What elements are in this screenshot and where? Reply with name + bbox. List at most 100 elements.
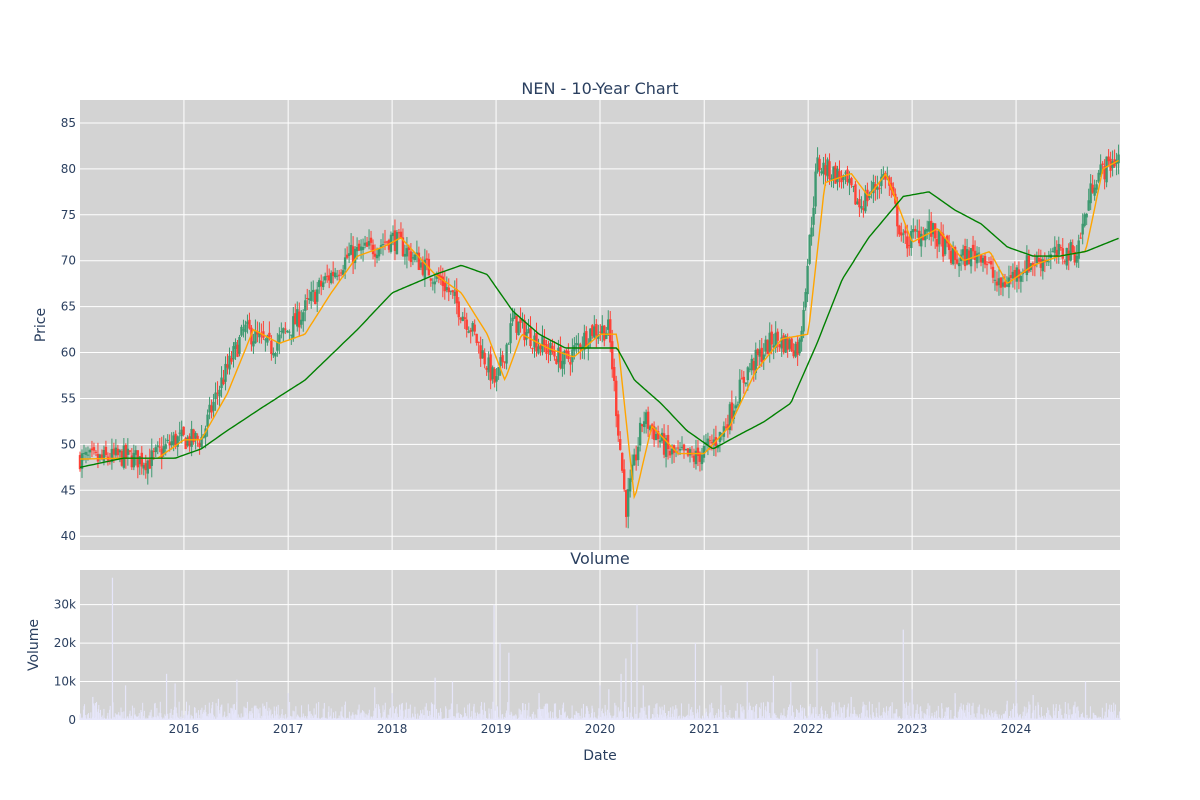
candle-body — [331, 271, 335, 276]
candle-body — [214, 392, 217, 400]
candle-body — [832, 166, 835, 179]
candle-body — [605, 332, 608, 339]
candle-body — [180, 429, 183, 437]
candle-body — [1057, 243, 1060, 255]
date-tick-label: 2023 — [897, 722, 928, 736]
candle-body — [595, 323, 598, 336]
candle-body — [387, 240, 391, 250]
candle-body — [288, 331, 291, 333]
candle-body — [407, 246, 411, 251]
candle-body — [983, 255, 987, 265]
candle-body — [744, 382, 748, 385]
candle-body — [601, 325, 604, 334]
candle-body — [1079, 237, 1082, 239]
candle-body — [1015, 267, 1019, 282]
candle-body — [469, 330, 472, 332]
candle-body — [754, 349, 757, 374]
candle-body — [491, 367, 494, 380]
candle-body — [539, 345, 542, 349]
candle-body — [788, 339, 791, 349]
candle-body — [228, 355, 231, 370]
candle-body — [485, 367, 488, 370]
candle-body — [555, 358, 558, 365]
candle-body — [1047, 261, 1051, 263]
candle-body — [423, 259, 427, 279]
candle-body — [381, 244, 385, 246]
candle-body — [623, 469, 626, 490]
candle-body — [912, 229, 915, 233]
candle-body — [78, 455, 82, 470]
date-tick-label: 2024 — [1001, 722, 1032, 736]
candle-body — [465, 319, 468, 330]
candle-body — [1039, 258, 1043, 268]
candle-body — [142, 465, 145, 469]
candle-body — [724, 426, 728, 428]
ma-long-line — [79, 191, 1119, 468]
candle-body — [872, 181, 875, 194]
candle-body — [730, 402, 734, 419]
candle-body — [413, 254, 417, 261]
candle-body — [212, 401, 215, 411]
candle-body — [876, 186, 879, 190]
candle-body — [501, 355, 504, 362]
candle-body — [481, 350, 484, 359]
candle-body — [122, 445, 126, 468]
candle-body — [463, 317, 466, 320]
candle-body — [1059, 247, 1062, 249]
candle-body — [146, 460, 149, 474]
candle-body — [419, 262, 423, 268]
candle-body — [425, 258, 429, 261]
candle-body — [844, 172, 847, 174]
price-tick-label: 85 — [61, 116, 76, 130]
candle-body — [551, 345, 554, 352]
candle-body — [1097, 172, 1100, 182]
candle-body — [914, 228, 917, 232]
candle-body — [884, 172, 887, 180]
price-tick-label: 65 — [61, 300, 76, 314]
candle-body — [920, 233, 923, 247]
candle-body — [375, 254, 379, 259]
candle-body — [1055, 249, 1058, 256]
candle-body — [991, 266, 995, 278]
candle-body — [800, 330, 803, 342]
candle-body — [383, 241, 387, 243]
candle-body — [822, 162, 825, 175]
candle-body — [194, 433, 197, 439]
candle-body — [399, 231, 403, 239]
candle-body — [246, 321, 249, 325]
candle-body — [168, 442, 171, 446]
candle-body — [904, 230, 907, 234]
candle-body — [349, 244, 353, 255]
candle-body — [678, 448, 682, 451]
candle-body — [130, 455, 134, 468]
candle-body — [429, 278, 433, 281]
candle-body — [762, 354, 765, 360]
candle-body — [226, 364, 229, 368]
candle-body — [858, 199, 861, 208]
candle-body — [597, 334, 600, 339]
candle-body — [357, 243, 361, 251]
candle-body — [621, 452, 624, 471]
candle-body — [856, 201, 859, 205]
candle-body — [473, 324, 476, 332]
candle-body — [864, 192, 867, 212]
candle-body — [397, 232, 401, 234]
candle-body — [854, 184, 857, 205]
candle-body — [172, 435, 175, 445]
candle-body — [230, 358, 233, 362]
candle-body — [489, 354, 492, 381]
candle-body — [862, 208, 865, 211]
candle-body — [513, 312, 516, 319]
candle-body — [967, 250, 971, 265]
candle-body — [367, 240, 371, 246]
candle-body — [780, 337, 783, 349]
candle-body — [981, 258, 985, 263]
candle-body — [184, 437, 187, 450]
candle-body — [248, 319, 251, 329]
candle-body — [603, 325, 606, 341]
candle-body — [764, 339, 767, 352]
date-tick-label: 2018 — [377, 722, 408, 736]
candle-body — [210, 405, 213, 413]
candle-body — [216, 392, 219, 394]
candle-body — [977, 252, 981, 254]
